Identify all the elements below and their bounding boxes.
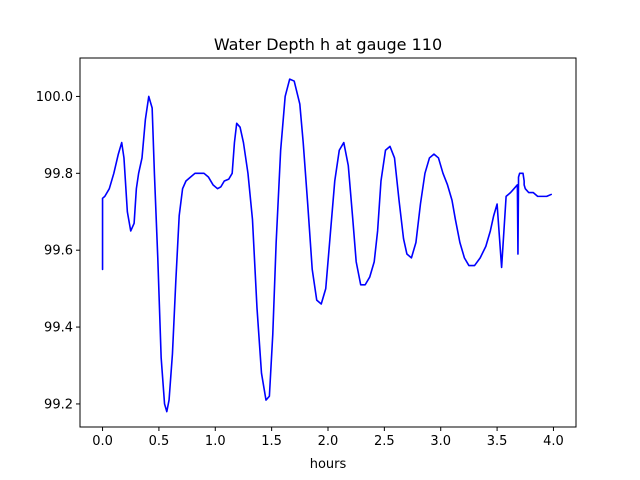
plot-area xyxy=(80,58,576,427)
y-tick-label: 99.4 xyxy=(44,321,73,336)
y-tick-label: 99.2 xyxy=(44,397,73,412)
axes-layer xyxy=(76,95,554,431)
series-line-0 xyxy=(101,78,553,413)
x-tick-label: 0.5 xyxy=(149,434,170,449)
x-tick-label: 0.0 xyxy=(92,434,113,449)
x-axis-title: hours xyxy=(310,457,347,472)
x-tick-label: 1.0 xyxy=(205,434,226,449)
y-tick-label: 99.6 xyxy=(44,244,73,259)
x-tick-label: 2.5 xyxy=(374,434,395,449)
plot-layer xyxy=(101,78,553,413)
x-tick-label: 1.5 xyxy=(261,434,282,449)
x-tick-label: 4.0 xyxy=(543,434,564,449)
y-tick-label: 99.8 xyxy=(44,167,73,182)
plot-frame xyxy=(79,57,577,428)
label-layer: 0.0 0.5 1.0 1.5 2.0 2.5 3.0 3.5 4.0 99.2 99.4 99.6 9… xyxy=(36,90,564,449)
y-tick-label: 100.0 xyxy=(36,90,73,105)
chart-title: Water Depth h at gauge 110 xyxy=(214,35,442,54)
x-tick-label: 3.0 xyxy=(430,434,451,449)
x-tick-label: 3.5 xyxy=(487,434,508,449)
x-tick-label: 2.0 xyxy=(318,434,339,449)
